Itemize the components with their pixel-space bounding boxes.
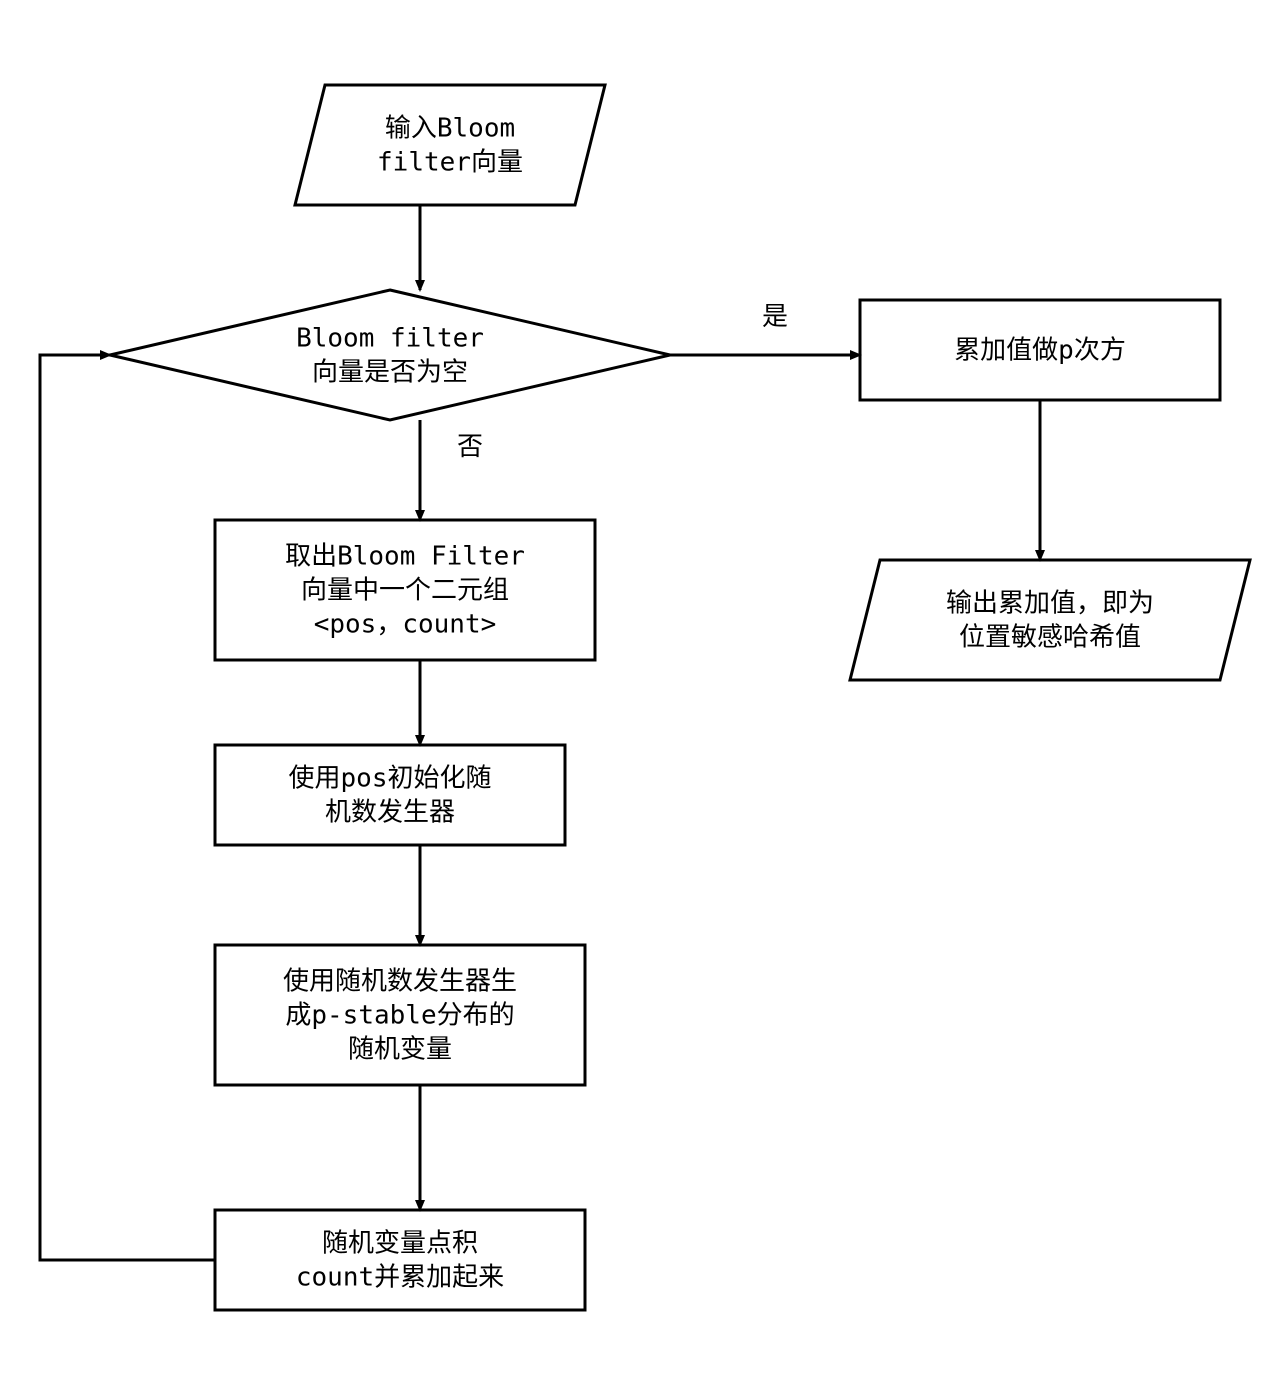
flow-edge-6: [40, 355, 215, 1260]
node-text: 随机变量: [348, 1035, 452, 1065]
node-text: 取出Bloom Filter: [285, 542, 525, 572]
node-text: filter向量: [377, 148, 523, 178]
flow-node-n_step_init: 使用pos初始化随机数发生器: [215, 745, 565, 845]
node-text: 机数发生器: [325, 798, 455, 828]
node-text: 输入Bloom: [385, 114, 515, 144]
node-text: 使用随机数发生器生: [283, 967, 517, 997]
flow-node-n_step_dot: 随机变量点积 count并累加起来: [215, 1210, 585, 1310]
node-text: 向量中一个二元组: [301, 576, 509, 606]
flowchart-canvas: 输入Bloom filter向量 Bloom filter 向量是否为空取出Bloom…: [0, 0, 1274, 1399]
node-text: 位置敏感哈希值: [959, 623, 1141, 653]
node-text: 使用pos初始化随: [289, 764, 492, 794]
flow-node-n_power: 累加值做p次方: [860, 300, 1220, 400]
node-text: 向量是否为空: [312, 358, 468, 388]
flow-node-n_decision: Bloom filter 向量是否为空: [110, 290, 670, 420]
flow-node-n_step_take: 取出Bloom Filter 向量中一个二元组 <pos，count>: [215, 520, 595, 660]
node-text: count并累加起来: [296, 1263, 504, 1293]
edge-label: 否: [457, 432, 483, 462]
node-text: 累加值做p次方: [954, 336, 1126, 366]
node-text: <pos，count>: [314, 610, 497, 640]
node-text: Bloom filter: [296, 324, 484, 354]
flow-node-n_output: 输出累加值，即为位置敏感哈希值: [850, 560, 1250, 680]
flow-node-n_step_gen: 使用随机数发生器生成p-stable分布的随机变量: [215, 945, 585, 1085]
flow-node-n_input: 输入Bloom filter向量: [295, 85, 605, 205]
node-text: 成p-stable分布的: [285, 1001, 514, 1031]
node-text: 输出累加值，即为: [946, 589, 1154, 619]
node-text: 随机变量点积: [322, 1229, 478, 1259]
edge-label: 是: [762, 302, 788, 332]
